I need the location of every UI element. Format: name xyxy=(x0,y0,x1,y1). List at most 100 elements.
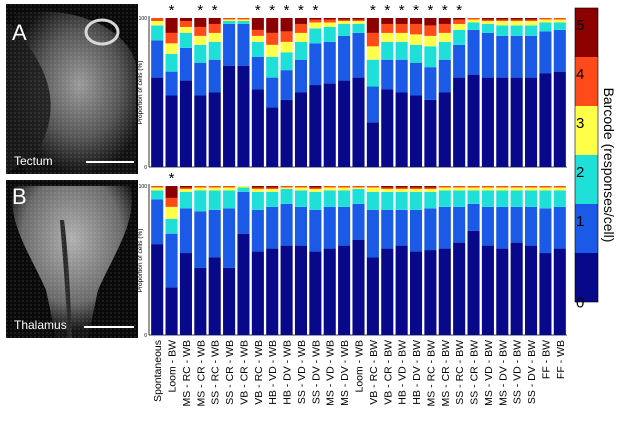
x-tick-label: HB - DV - WB xyxy=(282,340,294,405)
x-tick-label: Spontaneous xyxy=(152,340,164,402)
bar-segment-b-24-level-0 xyxy=(496,248,509,335)
bar-segment-a-1-level-1 xyxy=(165,71,178,96)
bar-segment-a-9-level-5 xyxy=(280,18,293,32)
bar-segment-a-1-level-0 xyxy=(165,95,178,167)
bar-segment-b-11-level-0 xyxy=(309,251,322,335)
bar-segment-b-11-level-3 xyxy=(309,188,322,192)
bar-segment-b-20-level-3 xyxy=(438,187,451,191)
y-axis-label: Proportion of cells (%) xyxy=(137,61,144,125)
bar-segment-b-24-level-3 xyxy=(496,187,509,191)
colorbar-tick-label: 1 xyxy=(576,213,584,230)
bar-segment-b-4-level-4 xyxy=(208,186,221,188)
x-tick-label: Loom - BW xyxy=(167,340,179,393)
bar-segment-a-20-level-2 xyxy=(438,41,451,60)
bar-segment-a-4-level-2 xyxy=(208,41,221,60)
bar-segment-b-19-level-5 xyxy=(424,186,437,188)
thalamus-label: Thalamus xyxy=(14,318,67,332)
bar-segment-b-15-level-4 xyxy=(366,186,379,188)
colorbar-tick-label: 0 xyxy=(576,295,584,312)
bar-segment-b-2-level-0 xyxy=(179,253,192,335)
bar-segment-b-12-level-3 xyxy=(323,187,336,191)
bar-segment-a-6-level-4 xyxy=(237,18,250,20)
bar-segment-a-12-level-0 xyxy=(323,83,336,167)
bar-segment-b-7-level-5 xyxy=(251,186,264,188)
bar-segment-a-26-level-3 xyxy=(525,20,538,26)
thalamus-photo: B Thalamus xyxy=(6,180,138,338)
bar-segment-a-9-level-4 xyxy=(280,31,293,42)
bar-segment-a-21-level-0 xyxy=(453,77,466,167)
colorbar-tick-label: 5 xyxy=(576,17,584,34)
bar-segment-a-11-level-0 xyxy=(309,85,322,167)
thalamus-scalebar xyxy=(84,326,134,328)
bar-segment-b-2-level-5 xyxy=(179,186,192,188)
x-tick-label: FF - BW xyxy=(540,340,552,379)
bar-segment-b-12-level-4 xyxy=(323,186,336,188)
colorbar-frame xyxy=(574,7,599,303)
bar-segment-b-24-level-1 xyxy=(496,206,509,249)
bar-segment-b-6-level-1 xyxy=(237,191,250,234)
bar-segment-a-9-level-1 xyxy=(280,70,293,100)
bar-segment-b-9-level-0 xyxy=(280,245,293,335)
bar-segment-a-1-level-5 xyxy=(165,18,178,33)
bar-segment-a-17-level-5 xyxy=(395,18,408,24)
bar-segment-a-18-level-3 xyxy=(409,34,423,45)
bar-segment-b-13-level-3 xyxy=(338,187,351,191)
bar-segment-b-6-level-3 xyxy=(237,186,250,188)
bar-segment-a-15-level-1 xyxy=(366,86,379,123)
colorbar-swatch-0 xyxy=(575,253,598,302)
bar-segment-a-22-level-1 xyxy=(467,29,480,75)
bar-segment-a-4-level-4 xyxy=(208,23,221,33)
bar-segment-b-4-level-3 xyxy=(208,187,221,191)
bar-segment-b-28-level-3 xyxy=(553,187,566,191)
bar-segment-a-6-level-2 xyxy=(237,20,250,24)
bar-segment-b-27-level-2 xyxy=(539,190,552,209)
bar-segment-a-27-level-4 xyxy=(539,18,552,20)
x-tick-label: VB - RC - WB xyxy=(253,340,265,405)
bar-segment-a-19-level-2 xyxy=(424,46,437,68)
bar-segment-b-4-level-0 xyxy=(208,257,221,335)
bar-segment-a-22-level-4 xyxy=(467,18,480,20)
bar-segment-b-20-level-2 xyxy=(438,190,451,207)
bar-segment-a-8-level-5 xyxy=(266,18,279,33)
bar-segment-b-3-level-0 xyxy=(194,267,207,335)
bar-segment-a-14-level-2 xyxy=(352,23,365,33)
bar-segment-a-7-level-4 xyxy=(251,29,264,36)
bar-segment-a-7-level-0 xyxy=(251,89,264,167)
bar-segment-b-14-level-0 xyxy=(352,239,365,335)
bar-segment-b-12-level-1 xyxy=(323,206,336,249)
bar-segment-b-26-level-1 xyxy=(525,206,538,246)
significance-star: * xyxy=(370,2,376,19)
x-tick-label: SS - CR - WB xyxy=(224,340,236,405)
x-tick-label: MS - CR - WB xyxy=(195,340,207,407)
bar-segment-a-13-level-3 xyxy=(338,20,351,24)
bar-segment-a-2-level-0 xyxy=(179,80,192,167)
bar-segment-a-8-level-4 xyxy=(266,32,279,45)
bar-segment-b-10-level-1 xyxy=(294,206,308,246)
bar-segment-b-8-level-5 xyxy=(266,186,279,188)
x-tick-label: VB - CR - BW xyxy=(382,340,394,405)
bar-segment-a-20-level-5 xyxy=(438,18,451,24)
significance-star: * xyxy=(255,2,261,19)
bar-segment-b-17-level-4 xyxy=(395,187,408,189)
bar-segment-a-16-level-5 xyxy=(381,18,394,24)
bar-segment-b-9-level-4 xyxy=(280,186,293,188)
bar-segment-a-21-level-5 xyxy=(453,18,466,20)
tectum-scalebar xyxy=(86,161,134,163)
bar-segment-a-24-level-1 xyxy=(496,35,509,78)
bar-segment-b-27-level-1 xyxy=(539,208,552,254)
y-tick-label: 100 xyxy=(139,16,148,22)
bar-segment-b-7-level-2 xyxy=(251,191,264,210)
bar-segment-a-7-level-1 xyxy=(251,56,264,90)
bar-segment-a-20-level-4 xyxy=(438,23,451,33)
x-tick-label: MS - VD - BW xyxy=(483,340,495,406)
bar-segment-b-14-level-3 xyxy=(352,187,365,189)
bar-segment-b-27-level-0 xyxy=(539,253,552,335)
bar-segment-a-8-level-2 xyxy=(266,56,279,78)
bar-segment-b-28-level-1 xyxy=(553,206,566,249)
bar-segment-a-0-level-2 xyxy=(151,25,164,41)
bar-segment-b-18-level-3 xyxy=(409,188,423,192)
bar-segment-b-22-level-4 xyxy=(467,186,480,188)
y-tick-label: 0 xyxy=(144,165,147,171)
bar-segment-b-13-level-1 xyxy=(338,206,351,246)
panel-letter-b: B xyxy=(12,184,27,209)
